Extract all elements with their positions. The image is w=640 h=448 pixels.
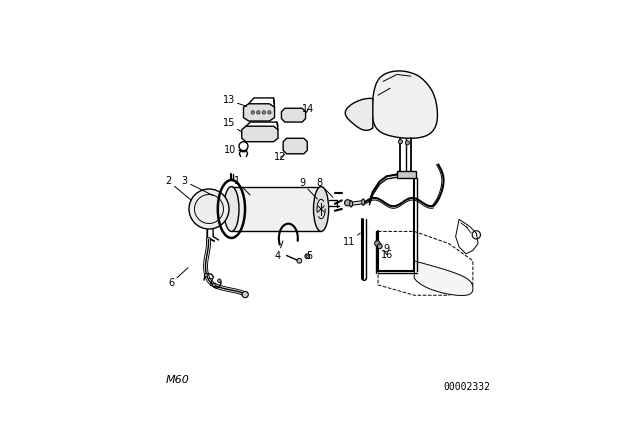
Text: 5: 5 (306, 250, 312, 261)
Circle shape (374, 241, 380, 246)
Circle shape (251, 111, 255, 114)
Text: 10: 10 (223, 145, 240, 155)
Circle shape (268, 111, 271, 114)
Circle shape (398, 140, 403, 144)
Circle shape (344, 200, 351, 206)
Polygon shape (242, 126, 278, 142)
Text: 1: 1 (234, 177, 250, 195)
Text: 9: 9 (380, 244, 390, 254)
Text: 8: 8 (316, 178, 333, 197)
Ellipse shape (224, 186, 239, 232)
Text: 9: 9 (299, 178, 317, 199)
Text: 12: 12 (274, 152, 287, 162)
Polygon shape (372, 71, 438, 138)
Polygon shape (414, 261, 473, 296)
Text: 7: 7 (207, 278, 214, 288)
Text: 6: 6 (168, 268, 188, 288)
Text: 00002332: 00002332 (443, 382, 490, 392)
Polygon shape (232, 186, 321, 232)
Circle shape (297, 258, 302, 263)
Text: 3: 3 (182, 177, 213, 196)
Ellipse shape (349, 201, 353, 207)
Text: 2: 2 (166, 177, 191, 200)
Circle shape (305, 254, 310, 258)
Circle shape (189, 189, 229, 229)
Circle shape (218, 279, 221, 283)
Text: M60: M60 (166, 375, 189, 385)
Bar (397, 171, 416, 178)
Circle shape (378, 244, 382, 249)
Circle shape (262, 111, 266, 114)
Polygon shape (345, 99, 373, 130)
Polygon shape (282, 108, 305, 122)
Polygon shape (243, 104, 275, 121)
Text: 15: 15 (223, 118, 241, 132)
Circle shape (257, 111, 260, 114)
Polygon shape (283, 138, 307, 154)
Text: 14: 14 (302, 104, 314, 114)
Text: 11: 11 (342, 233, 360, 247)
Ellipse shape (362, 199, 365, 205)
Circle shape (405, 141, 410, 145)
Text: 13: 13 (223, 95, 246, 106)
Text: 16: 16 (381, 250, 393, 259)
Text: 4: 4 (275, 241, 283, 261)
Circle shape (242, 292, 248, 297)
Circle shape (205, 273, 208, 277)
Ellipse shape (314, 186, 329, 232)
Circle shape (212, 283, 216, 287)
